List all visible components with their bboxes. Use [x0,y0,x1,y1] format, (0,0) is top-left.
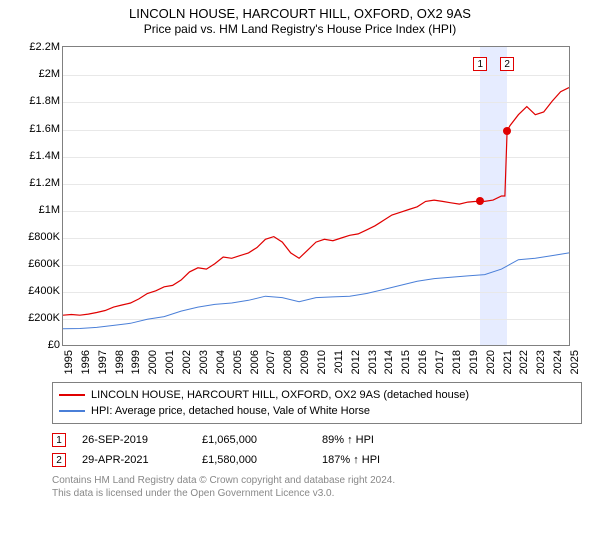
y-tick-label: £1.8M [29,95,62,107]
sale-index-box: 1 [52,433,66,447]
sale-price: £1,065,000 [202,434,322,446]
title: LINCOLN HOUSE, HARCOURT HILL, OXFORD, OX… [8,6,592,22]
sale-dot [503,127,511,135]
plot-svg [63,47,569,345]
sale-row: 1 26-SEP-2019£1,065,00089% ↑ HPI [52,430,582,450]
x-tick-label: 2015 [400,350,412,374]
x-tick-label: 1996 [80,350,92,374]
x-tick-label: 2016 [417,350,429,374]
x-tick-label: 2021 [502,350,514,374]
legend-swatch [59,410,85,412]
legend-row: LINCOLN HOUSE, HARCOURT HILL, OXFORD, OX… [59,387,575,403]
series-line [63,88,569,316]
y-tick-label: £800K [28,231,62,243]
x-tick-label: 2024 [552,350,564,374]
x-tick-label: 2025 [569,350,581,374]
footer: Contains HM Land Registry data © Crown c… [52,474,582,500]
x-tick-label: 2020 [485,350,497,374]
series-line [63,253,569,329]
sale-index-box: 2 [52,453,66,467]
legend-swatch [59,394,85,396]
x-tick-label: 1998 [114,350,126,374]
x-tick-label: 2017 [434,350,446,374]
legend-label: LINCOLN HOUSE, HARCOURT HILL, OXFORD, OX… [91,389,469,401]
x-tick-label: 2011 [333,350,345,374]
x-tick-label: 2019 [468,350,480,374]
sale-hpi: 187% ↑ HPI [322,454,380,466]
y-tick-label: £0 [48,339,62,351]
sale-marker: 1 [473,57,487,71]
footer-line-2: This data is licensed under the Open Gov… [52,487,582,500]
x-tick-label: 2004 [215,350,227,374]
y-tick-label: £1.2M [29,177,62,189]
x-tick-label: 1997 [97,350,109,374]
x-tick-label: 2009 [299,350,311,374]
sale-date: 29-APR-2021 [82,454,202,466]
y-tick-label: £600K [28,258,62,270]
sales-list: 1 26-SEP-2019£1,065,00089% ↑ HPI 2 29-APR-2… [52,430,582,470]
sale-marker: 2 [500,57,514,71]
plot-region [62,46,570,346]
y-tick-label: £1M [39,204,62,216]
chart-area: £0 £200K £400K £600K £800K £1M £1.2M £1.4M £1.6M… [18,40,578,380]
footer-line-1: Contains HM Land Registry data © Crown c… [52,474,582,487]
legend-row: HPI: Average price, detached house, Vale… [59,403,575,419]
subtitle: Price paid vs. HM Land Registry's House … [8,22,592,36]
chart-container: LINCOLN HOUSE, HARCOURT HILL, OXFORD, OX… [0,0,600,560]
y-tick-label: £1.4M [29,150,62,162]
y-tick-label: £200K [28,312,62,324]
y-tick-label: £400K [28,285,62,297]
x-tick-label: 2000 [147,350,159,374]
x-tick-label: 1999 [130,350,142,374]
x-tick-label: 2012 [350,350,362,374]
x-tick-label: 2006 [249,350,261,374]
x-tick-label: 2014 [383,350,395,374]
sale-hpi: 89% ↑ HPI [322,434,374,446]
x-tick-label: 2001 [164,350,176,374]
x-tick-label: 1995 [63,350,75,374]
y-tick-label: £1.6M [29,123,62,135]
x-tick-label: 2010 [316,350,328,374]
x-tick-label: 2023 [535,350,547,374]
x-tick-label: 2008 [282,350,294,374]
x-tick-label: 2018 [451,350,463,374]
sale-price: £1,580,000 [202,454,322,466]
sale-dot [476,197,484,205]
x-tick-label: 2013 [367,350,379,374]
sale-row: 2 29-APR-2021£1,580,000187% ↑ HPI [52,450,582,470]
y-tick-label: £2M [39,68,62,80]
legend: LINCOLN HOUSE, HARCOURT HILL, OXFORD, OX… [52,382,582,424]
legend-label: HPI: Average price, detached house, Vale… [91,405,370,417]
x-tick-label: 2005 [232,350,244,374]
x-tick-label: 2002 [181,350,193,374]
x-tick-label: 2003 [198,350,210,374]
y-tick-label: £2.2M [29,41,62,53]
x-tick-label: 2007 [265,350,277,374]
x-tick-label: 2022 [518,350,530,374]
sale-date: 26-SEP-2019 [82,434,202,446]
